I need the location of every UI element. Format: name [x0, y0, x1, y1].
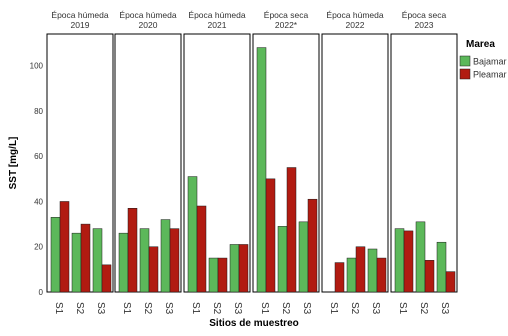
bar-bajamar-s3: [229, 244, 240, 293]
bar-pleamar-s1: [127, 208, 138, 293]
bar-bajamar-s3: [298, 221, 309, 293]
bar-pleamar-s1: [265, 178, 276, 293]
bar-bajamar-s1: [394, 228, 405, 293]
bar-pleamar-s2: [217, 257, 228, 293]
x-tick-label: S3: [95, 302, 106, 315]
x-tick-label: S1: [121, 302, 132, 315]
x-tick-label: S1: [190, 302, 201, 315]
x-tick-label: S2: [211, 302, 222, 315]
bar-pleamar-s2: [286, 167, 297, 293]
bar-pleamar-s3: [169, 228, 180, 293]
bar-bajamar-s3: [160, 219, 171, 293]
legend-label-bajamar: Bajamar: [473, 57, 507, 67]
x-tick-label: S2: [349, 302, 360, 315]
facet-title: Época húmeda: [326, 10, 383, 20]
bar-bajamar-s3: [436, 241, 447, 293]
x-tick-label: S2: [74, 302, 85, 315]
x-tick-label: S1: [259, 302, 270, 315]
y-tick-label: 0: [39, 288, 44, 297]
bar-pleamar-s2: [148, 246, 159, 293]
bar-pleamar-s3: [376, 257, 387, 293]
facet-subtitle: 2022*: [275, 20, 298, 30]
x-tick-label: S3: [232, 302, 243, 315]
bar-bajamar-s2: [346, 257, 357, 293]
x-tick-label: S3: [370, 302, 381, 315]
facet-title: Época húmeda: [51, 10, 108, 20]
legend-title: Marea: [466, 39, 495, 50]
x-tick-label: S2: [280, 302, 291, 315]
y-tick-label: 40: [34, 197, 43, 206]
bar-pleamar-s1: [403, 230, 414, 293]
bar-pleamar-s3: [101, 264, 112, 293]
facet-title: Época húmeda: [188, 10, 245, 20]
x-tick-label: S1: [328, 302, 339, 315]
bar-bajamar-s2: [277, 226, 288, 293]
bar-pleamar-s2: [355, 246, 366, 293]
x-tick-label: S3: [301, 302, 312, 315]
bar-bajamar-s1: [256, 47, 267, 293]
bar-bajamar-s1: [50, 217, 61, 293]
x-tick-label: S1: [53, 302, 64, 315]
x-axis-title: Sitios de muestreo: [209, 318, 298, 329]
legend-label-pleamar: Pleamar: [473, 70, 507, 80]
bar-pleamar-s3: [445, 271, 456, 293]
y-tick-label: 20: [34, 243, 43, 252]
y-tick-label: 100: [30, 62, 44, 71]
bar-pleamar-s2: [424, 260, 435, 293]
x-tick-label: S1: [397, 302, 408, 315]
bar-pleamar-s1: [59, 201, 70, 293]
x-tick-label: S3: [439, 302, 450, 315]
bar-bajamar-s1: [118, 232, 129, 293]
bar-pleamar-s3: [307, 198, 318, 293]
legend-swatch-bajamar: [459, 55, 471, 67]
y-tick-label: 60: [34, 152, 43, 161]
bar-bajamar-s1: [187, 176, 198, 293]
facet-subtitle: 2020: [139, 20, 158, 30]
bar-pleamar-s1: [334, 262, 345, 293]
bar-bajamar-s3: [92, 228, 103, 293]
bar-pleamar-s2: [80, 223, 91, 293]
y-tick-label: 80: [34, 107, 43, 116]
bar-pleamar-s1: [196, 205, 207, 293]
legend-swatch-pleamar: [459, 68, 471, 80]
facet-title: Época seca: [264, 10, 309, 20]
bar-bajamar-s3: [367, 248, 378, 293]
y-axis-title: SST [mg/L]: [8, 137, 19, 190]
facet-subtitle: 2021: [208, 20, 227, 30]
facet-subtitle: 2019: [71, 20, 90, 30]
bar-bajamar-s2: [415, 221, 426, 293]
bar-pleamar-s3: [238, 244, 249, 293]
x-tick-label: S2: [142, 302, 153, 315]
x-tick-label: S2: [418, 302, 429, 315]
bar-bajamar-s2: [208, 257, 219, 293]
x-tick-label: S3: [163, 302, 174, 315]
bar-bajamar-s2: [139, 228, 150, 293]
facet-subtitle: 2023: [415, 20, 434, 30]
facet-panel-5: [321, 33, 389, 293]
facet-subtitle: 2022: [346, 20, 365, 30]
facet-title: Época seca: [402, 10, 447, 20]
facet-title: Época húmeda: [119, 10, 176, 20]
bar-bajamar-s2: [71, 232, 82, 293]
